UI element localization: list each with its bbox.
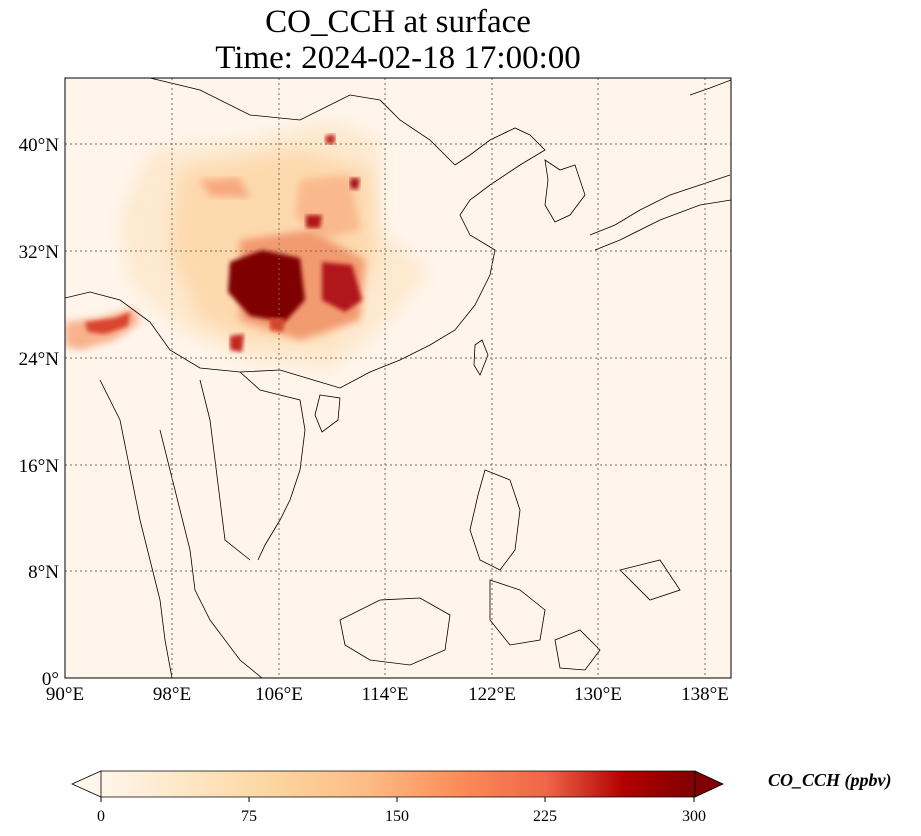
latitude-labels: 0° 8°N 16°N 24°N 32°N 40°N xyxy=(19,135,60,690)
lon-label: 90°E xyxy=(46,684,84,705)
lat-label: 8°N xyxy=(28,562,59,583)
longitude-labels: 90°E 98°E 106°E 114°E 122°E 130°E 138°E xyxy=(46,684,729,705)
colorbar-tick-label: 0 xyxy=(97,808,105,825)
colorbar-tick-label: 300 xyxy=(682,808,706,825)
lat-label: 40°N xyxy=(19,135,60,156)
colorbar-min-extend xyxy=(71,770,102,798)
colorbar: 0 75 150 225 300 xyxy=(71,770,724,825)
lon-label: 114°E xyxy=(362,684,409,705)
map-title-line-2: Time: 2024-02-18 17:00:00 xyxy=(215,40,581,76)
colorbar-gradient xyxy=(101,771,695,797)
lat-label: 24°N xyxy=(19,349,60,370)
lon-label: 138°E xyxy=(681,684,729,705)
lat-label: 0° xyxy=(42,669,59,690)
concentration-field xyxy=(65,120,430,370)
lon-label: 98°E xyxy=(153,684,191,705)
lat-label: 16°N xyxy=(19,456,60,477)
lon-label: 130°E xyxy=(574,684,622,705)
gridlines xyxy=(65,78,731,678)
colorbar-tick-label: 225 xyxy=(533,808,557,825)
coastlines xyxy=(65,78,731,678)
lon-label: 122°E xyxy=(468,684,516,705)
colorbar-tick-label: 150 xyxy=(385,808,409,825)
map-panel xyxy=(64,77,732,679)
map-frame xyxy=(64,77,732,679)
lon-label: 106°E xyxy=(255,684,303,705)
map-title-line-1: CO_CCH at surface xyxy=(265,4,531,40)
colorbar-tick-label: 75 xyxy=(241,808,257,825)
lat-label: 32°N xyxy=(19,242,60,263)
colorbar-max-extend xyxy=(694,770,724,798)
colorbar-title: CO_CCH (ppbv) xyxy=(768,770,892,790)
